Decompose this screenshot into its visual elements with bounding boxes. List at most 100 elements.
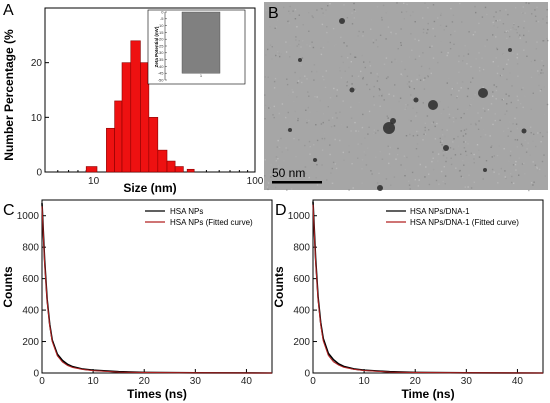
panel-c-x-axis-title: Times (ns) [127,387,187,401]
tem-grain [441,140,443,142]
tem-grain [275,156,278,158]
tem-grain [390,31,392,34]
panel-d-series-0-line [312,201,544,374]
tem-grain [368,110,371,113]
tem-grain [390,33,393,35]
tem-grain [448,117,451,119]
tem-grain [308,176,310,179]
tem-grain [335,112,337,114]
tem-grain [400,28,402,30]
tem-grain [350,130,352,132]
panel-a-inset-y-tick-label-5: -25 [158,43,165,48]
tem-grain [322,46,325,49]
tem-grain [478,52,480,54]
tem-grain [422,52,424,54]
tem-grain [536,41,538,43]
tem-grain [275,54,277,57]
tem-grain [495,11,497,13]
tem-grain [506,103,508,105]
tem-grain [410,120,412,122]
panel-c-y-tick-label-5: 1000 [17,211,40,222]
panel-a-y-tick-label-0: 0 [36,168,42,179]
tem-grain [306,78,308,80]
histogram-bar-0 [85,166,98,173]
tem-grain [430,72,432,75]
tem-grain [486,13,488,16]
tem-grain [292,91,294,93]
tem-grain [505,93,507,95]
tem-grain [450,34,452,36]
tem-grain [522,87,524,89]
tem-grain [458,129,460,132]
tem-grain [267,188,269,191]
tem-grain [395,158,397,160]
tem-grain [294,110,296,113]
tem-grain [448,78,450,80]
tem-grain [504,170,506,172]
tem-grain [327,41,329,43]
tem-grain [271,46,273,48]
tem-grain [451,21,454,23]
tem-grain [285,51,288,53]
tem-grain [395,33,397,35]
tem-grain [457,108,459,110]
tem-grain [360,70,362,73]
tem-grain [484,45,486,47]
tem-grain [315,177,317,179]
tem-grain [321,8,323,10]
tem-grain [418,55,421,57]
tem-grain [321,164,323,166]
histogram-bar-10 [186,168,195,173]
tem-grain [315,124,317,126]
tem-grain [437,153,440,155]
tem-grain [332,76,334,78]
tem-grain [330,172,332,174]
tem-grain [296,82,299,84]
tem-grain [500,167,502,170]
tem-grain [345,80,348,82]
tem-grain [478,22,480,25]
tem-grain [468,174,470,176]
tem-grain [334,163,337,165]
tem-grain [357,130,360,132]
tem-grain [298,14,300,16]
tem-grain [473,158,475,160]
tem-grain [494,113,496,115]
tem-grain [370,170,372,172]
panel-a-y-tick-label-1: 10 [31,113,43,124]
tem-grain [482,178,484,180]
tem-grain [304,144,306,147]
tem-grain [542,23,544,25]
panel-c-y-tick-label-0: 0 [33,369,39,380]
scale-bar-label: 50 nm [272,166,305,180]
tem-grain [361,182,363,184]
panel-d-x-tick-label-2: 20 [410,376,422,387]
tem-grain [268,9,270,11]
tem-grain [428,67,431,70]
tem-grain [437,61,439,64]
tem-grain [424,2,426,4]
tem-grain [515,107,518,109]
tem-grain [336,176,339,178]
tem-grain [335,167,338,170]
tem-grain [492,21,494,24]
tem-grain [515,123,518,125]
tem-grain [325,70,327,72]
tem-grain [339,70,341,72]
tem-grain [324,14,326,16]
panel-d-x-tick-label-3: 30 [461,376,473,387]
tem-grain [277,165,280,167]
tem-grain [342,100,344,102]
tem-grain [543,86,546,88]
tem-grain [493,16,495,18]
tem-grain [427,75,429,78]
tem-grain [319,6,321,8]
tem-grain [275,160,277,162]
tem-grain [504,176,506,178]
tem-grain [378,88,380,90]
tem-grain [351,163,353,165]
tem-grain [286,83,289,86]
tem-grain [358,102,360,104]
tem-grain [530,76,533,78]
